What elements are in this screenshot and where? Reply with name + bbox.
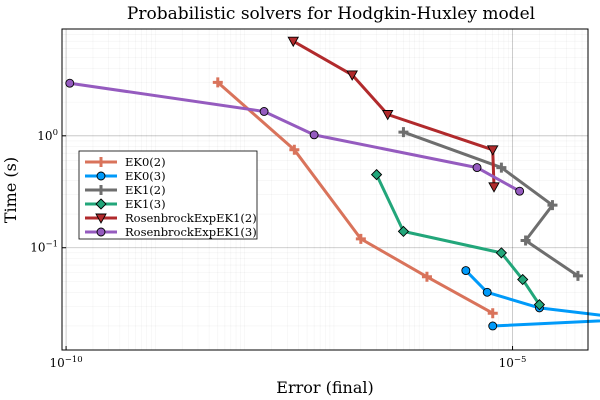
data-point [488,182,500,193]
data-point [482,287,492,297]
data-point [355,233,366,244]
legend-item: EK0(3) [85,169,166,183]
data-point [461,266,471,276]
data-point [488,321,498,331]
data-point [346,70,358,81]
data-point [96,157,106,167]
data-point [472,163,482,173]
y-tick-label: 100 [37,128,58,143]
data-point [287,36,300,48]
data-point [96,185,106,195]
data-point [486,145,499,156]
data-point [398,127,409,138]
series [65,78,525,196]
plot-frame [61,28,589,351]
data-point [381,110,394,121]
series [370,168,546,311]
x-axis-label: Error (final) [276,378,373,397]
y-axis-label: Time (s) [1,157,20,223]
data-point [397,225,410,238]
series [212,77,498,319]
data-point [495,247,508,259]
chart-title: Probabilistic solvers for Hodgkin-Huxley… [127,4,535,24]
data-point [520,235,531,246]
legend-label: EK0(2) [125,155,166,169]
data-point [95,198,107,210]
legend-item: RosenbrockExpEK1(2) [85,211,257,225]
x-tick-label: 10−10 [49,355,82,370]
data-point [421,271,432,282]
data-point [487,308,498,319]
data-point [95,213,107,224]
data-point [259,107,269,116]
data-point [370,168,383,181]
legend-label: EK0(3) [125,169,166,183]
y-ticks: 10−1 100 [30,128,66,255]
legend-item: EK0(2) [85,155,166,169]
data-point [572,270,583,281]
series [287,36,500,193]
legend-label: RosenbrockExpEK1(2) [125,211,257,225]
legend-item: EK1(3) [85,197,166,211]
series [398,127,583,281]
data-point [517,273,529,286]
data-point [533,299,546,311]
data-point [309,130,319,140]
legend-item: EK1(2) [85,183,166,197]
data-point [212,77,223,88]
data-point [65,78,75,88]
data-point [289,144,300,155]
legend-label: EK1(3) [125,197,166,211]
data-point [547,200,558,211]
legend-label: EK1(2) [125,183,166,197]
series-layer [65,36,600,331]
data-point [515,186,525,196]
x-tick-label: 10−5 [499,355,527,370]
legend: EK0(2)EK0(3)EK1(2)EK1(3)RosenbrockExpEK1… [78,150,258,240]
data-point [96,227,106,237]
data-point [496,162,507,173]
legend-box [78,150,258,240]
y-tick-label: 10−1 [30,240,58,255]
legend-label: RosenbrockExpEK1(3) [125,225,257,239]
x-ticks: 10−10 10−5 [49,346,526,370]
legend-item: RosenbrockExpEK1(3) [85,225,257,239]
data-point [96,171,106,181]
